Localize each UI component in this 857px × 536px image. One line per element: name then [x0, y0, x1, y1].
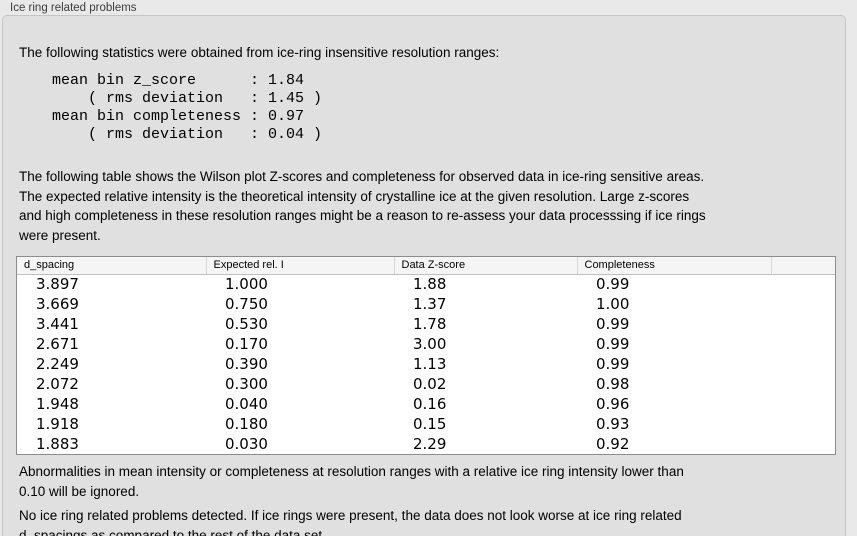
column-header[interactable]: Expected rel. I	[206, 257, 395, 275]
table-cell: 0.390	[206, 354, 394, 374]
table-cell-empty	[771, 354, 835, 374]
table-cell: 1.918	[17, 414, 206, 434]
table-cell: 2.671	[17, 334, 206, 354]
table-body: 3.897 1.000 1.88 0.99 3.669 0.750 1.37 1.00 3.44…	[17, 274, 835, 454]
table-cell: 1.00	[577, 294, 771, 314]
table-cell: 0.300	[206, 374, 394, 394]
table-cell: 1.78	[394, 314, 577, 334]
table-cell: 0.750	[206, 294, 394, 314]
table-row[interactable]: 3.441 0.530 1.78 0.99	[17, 314, 835, 334]
column-header[interactable]	[771, 257, 835, 275]
table-cell-empty	[771, 434, 835, 454]
table-row[interactable]: 3.897 1.000 1.88 0.99	[17, 274, 835, 294]
table-description-text: The following table shows the Wilson plo…	[19, 169, 706, 243]
table-cell-empty	[771, 394, 835, 414]
table-row[interactable]: 2.671 0.170 3.00 0.99	[17, 334, 835, 354]
table-cell: 0.99	[577, 274, 771, 294]
table-cell: 0.040	[206, 394, 394, 414]
table-cell: 0.180	[206, 414, 394, 434]
table-cell: 3.00	[394, 334, 577, 354]
table-cell: 0.98	[577, 374, 771, 394]
table-cell: 0.96	[577, 394, 771, 414]
group-box-label: Ice ring related problems	[10, 2, 137, 14]
table-cell-empty	[771, 414, 835, 434]
column-header[interactable]: Completeness	[577, 257, 772, 275]
table-cell: 1.37	[394, 294, 577, 314]
table-cell: 0.93	[577, 414, 771, 434]
table-cell: 0.16	[394, 394, 577, 414]
ignore-note-text: Abnormalities in mean intensity or compl…	[19, 464, 684, 499]
table-row[interactable]: 2.072 0.300 0.02 0.98	[17, 374, 835, 394]
table-cell-empty	[771, 314, 835, 334]
table-cell: 3.669	[17, 294, 206, 314]
table-row[interactable]: 2.249 0.390 1.13 0.99	[17, 354, 835, 374]
conclusion-text: No ice ring related problems detected. I…	[19, 508, 682, 536]
column-header[interactable]: d_spacing	[17, 257, 207, 275]
table-cell-empty	[771, 334, 835, 354]
table-cell: 0.530	[206, 314, 394, 334]
table-cell-empty	[771, 294, 835, 314]
table-cell: 0.99	[577, 334, 771, 354]
table-cell: 2.072	[17, 374, 206, 394]
table-cell: 0.02	[394, 374, 577, 394]
table-cell: 1.883	[17, 434, 206, 454]
table-cell: 3.441	[17, 314, 206, 334]
table-row[interactable]: 1.918 0.180 0.15 0.93	[17, 414, 835, 434]
table-cell: 1.13	[394, 354, 577, 374]
table-cell-empty	[771, 274, 835, 294]
table-cell: 0.99	[577, 314, 771, 334]
table-cell: 0.030	[206, 434, 394, 454]
table-cell: 2.29	[394, 434, 577, 454]
table-cell: 2.249	[17, 354, 206, 374]
table-cell: 0.170	[206, 334, 394, 354]
ice-ring-group-box: The following statistics were obtained f…	[2, 15, 846, 536]
table-row[interactable]: 1.948 0.040 0.16 0.96	[17, 394, 835, 414]
table-cell: 0.92	[577, 434, 771, 454]
table-cell: 0.99	[577, 354, 771, 374]
table-header-row: d_spacing Expected rel. I Data Z-score Comp…	[17, 257, 835, 275]
table-row[interactable]: 1.883 0.030 2.29 0.92	[17, 434, 835, 454]
stats-block: mean bin z_score : 1.84 ( rms deviation …	[52, 72, 323, 143]
table-cell: 1.948	[17, 394, 206, 414]
ice-ring-table-grid: d_spacing Expected rel. I Data Z-score Comp…	[17, 257, 835, 454]
table-cell-empty	[771, 374, 835, 394]
stats-intro-text: The following statistics were obtained f…	[19, 45, 500, 60]
table-cell: 1.000	[206, 274, 394, 294]
table-cell: 1.88	[394, 274, 577, 294]
table-cell: 0.15	[394, 414, 577, 434]
table-row[interactable]: 3.669 0.750 1.37 1.00	[17, 294, 835, 314]
ice-ring-table: d_spacing Expected rel. I Data Z-score Comp…	[16, 256, 836, 455]
table-cell: 3.897	[17, 274, 206, 294]
column-header[interactable]: Data Z-score	[394, 257, 578, 275]
